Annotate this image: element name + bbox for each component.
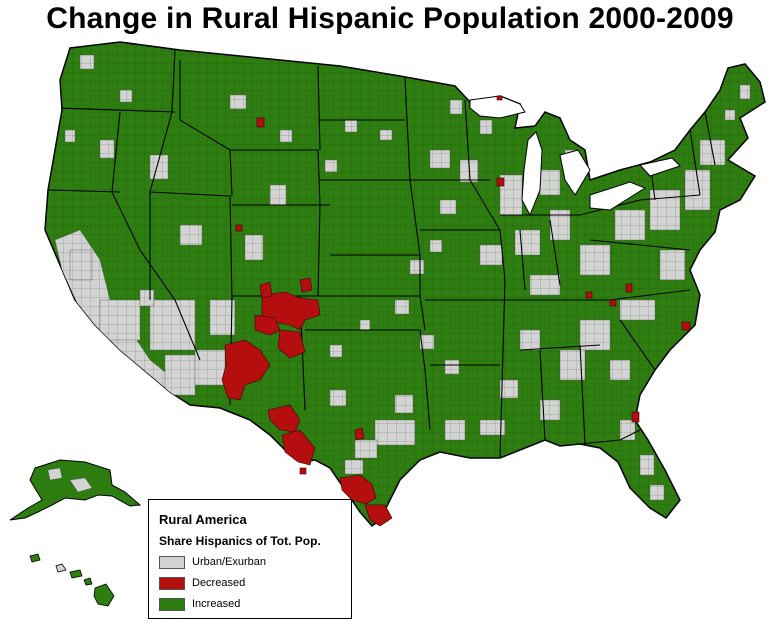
map-legend: Rural America Share Hispanics of Tot. Po… xyxy=(148,499,352,619)
legend-title: Rural America xyxy=(159,512,247,527)
legend-label-increased: Increased xyxy=(192,598,241,610)
legend-label-decreased: Decreased xyxy=(192,577,246,589)
legend-subtitle: Share Hispanics of Tot. Pop. xyxy=(159,534,321,548)
legend-swatch-increased xyxy=(159,598,185,611)
map-title: Change in Rural Hispanic Population 2000… xyxy=(46,2,734,35)
alaska xyxy=(9,459,142,521)
decreased-counties xyxy=(221,95,691,527)
hawaii xyxy=(29,553,115,607)
state-borders xyxy=(47,49,716,459)
legend-swatch-decreased xyxy=(159,577,185,590)
legend-label-urban: Urban/Exurban xyxy=(192,556,266,568)
great-lakes xyxy=(469,95,681,217)
legend-swatch-urban xyxy=(159,556,185,569)
